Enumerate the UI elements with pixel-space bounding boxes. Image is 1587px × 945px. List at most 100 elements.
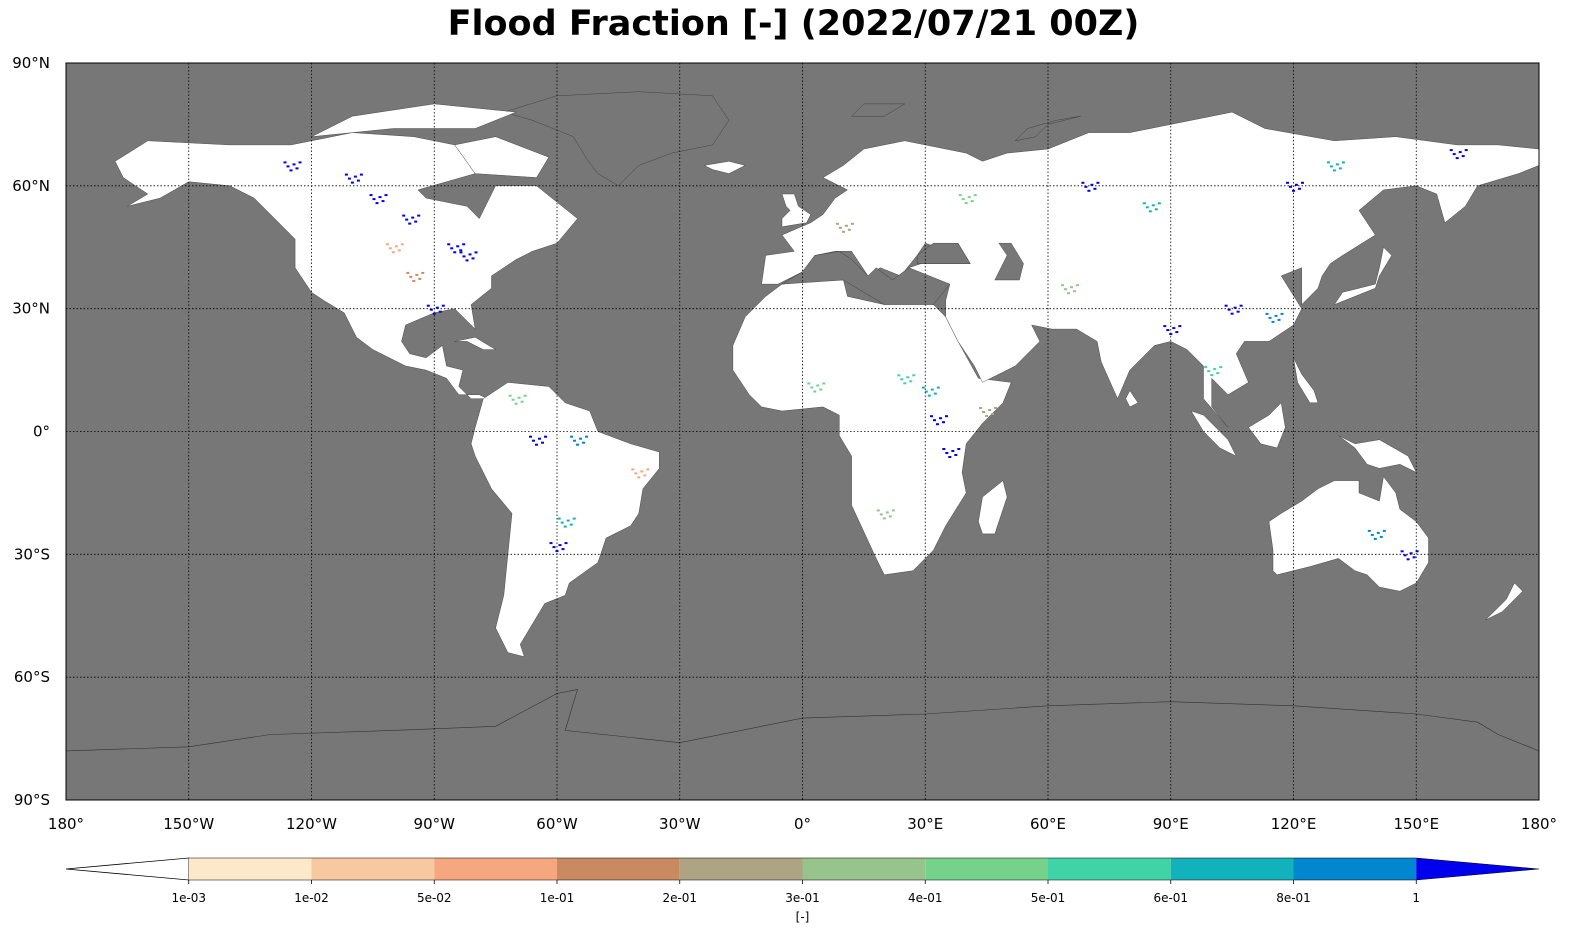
flood-cell <box>1070 286 1073 289</box>
gridlines <box>66 63 1539 800</box>
flood-cell <box>909 380 913 383</box>
flood-cell <box>1178 325 1182 328</box>
flood-cell <box>1148 210 1152 213</box>
flood-cell <box>1376 531 1380 534</box>
flood-cell <box>1213 368 1217 371</box>
flood-cell <box>409 275 413 278</box>
landmass-philippines <box>1293 357 1319 403</box>
flood-cell <box>1219 366 1223 369</box>
flood-cell <box>1409 552 1413 555</box>
flood-cell <box>429 308 433 311</box>
flood-cell <box>646 468 650 471</box>
flood-cell <box>897 374 901 377</box>
flood-cell <box>405 218 409 221</box>
flood-cell <box>1274 314 1278 317</box>
flood-cell <box>508 394 512 397</box>
flood-cell <box>948 456 952 458</box>
colorbar-under-triangle <box>65 857 190 881</box>
landmass-cuba <box>454 337 497 350</box>
flood-cell <box>385 243 389 246</box>
flood-cell <box>1175 331 1179 334</box>
longitude-label: 150°W <box>163 815 214 833</box>
flood-cell <box>418 277 422 280</box>
flood-cell <box>426 304 430 307</box>
flood-cell <box>560 521 564 524</box>
flood-cell <box>1289 185 1292 188</box>
flood-cell <box>1329 165 1333 168</box>
colorbar-over-triangle <box>1416 858 1539 880</box>
flood-cell <box>1207 370 1211 373</box>
flood-cell <box>1142 202 1146 205</box>
flood-cell <box>816 384 820 387</box>
flood-cell <box>933 392 937 395</box>
latitude-label: 30°N <box>12 300 50 318</box>
flood-cell <box>1301 181 1304 184</box>
longitude-label: 120°E <box>1271 815 1317 833</box>
latitude-label: 90°N <box>12 54 50 72</box>
landmass-sri-lanka <box>1125 390 1139 408</box>
flood-cell <box>973 194 977 197</box>
flood-cell <box>350 181 354 184</box>
antarctica-coastline <box>65 689 1540 752</box>
flood-cell <box>954 454 958 456</box>
flood-cell <box>936 423 939 426</box>
longitude-label: 90°W <box>414 815 456 833</box>
mediterranean <box>781 251 951 305</box>
longitude-label: 180° <box>48 815 84 833</box>
flood-cell <box>1367 529 1371 532</box>
flood-cell <box>400 243 404 246</box>
longitude-label: 90°E <box>1153 815 1189 833</box>
flood-cell <box>964 202 968 205</box>
flood-cell <box>1090 183 1094 186</box>
flood-cell <box>1145 206 1149 209</box>
latitude-label: 90°S <box>14 791 50 809</box>
flood-cell <box>406 271 410 274</box>
flood-cell <box>1151 204 1155 207</box>
flood-cell <box>936 386 940 389</box>
flood-cell <box>1073 290 1076 293</box>
flood-cell <box>885 511 889 514</box>
flood-cell <box>1412 556 1416 559</box>
flood-cell <box>564 542 568 545</box>
flood-cell <box>563 525 567 528</box>
flood-cell <box>579 437 582 440</box>
flood-cell <box>459 251 463 254</box>
colorbar-bin <box>1170 858 1294 880</box>
colorbar-bin <box>1048 858 1171 880</box>
flood-cell <box>1081 181 1085 184</box>
flood-cell <box>945 415 948 418</box>
flood-cell <box>453 251 457 254</box>
flood-cell <box>347 177 351 180</box>
colorbar-bin <box>802 858 926 880</box>
flood-cell <box>994 407 998 409</box>
flood-cell <box>1341 161 1345 164</box>
flood-cell <box>1455 157 1459 160</box>
colorbar-bin <box>679 858 803 880</box>
longitude-labels: 180° 150°W 120°W 90°W 60°W 30°W 0° 30°E 60°E 90°E… <box>48 815 1557 833</box>
colorbar-bin <box>557 858 680 880</box>
flood-cell <box>1332 169 1336 172</box>
colorbar-tick-label: 1 <box>1412 891 1420 905</box>
flood-cell <box>356 179 360 182</box>
flood-cell <box>1239 304 1243 307</box>
flood-cell <box>375 202 379 205</box>
flood-cell <box>378 196 382 199</box>
flood-cell <box>369 194 373 197</box>
flood-cell <box>1061 284 1064 287</box>
flood-cell <box>1406 558 1410 561</box>
flood-cell <box>474 251 478 254</box>
flood-cell <box>411 216 415 219</box>
longitude-label: 150°E <box>1393 815 1439 833</box>
colorbar-tick-label: 6e-01 <box>1153 891 1188 905</box>
flood-cell <box>465 259 469 262</box>
flood-cell <box>906 376 910 379</box>
flood-cell <box>1373 537 1377 540</box>
flood-cell <box>541 441 544 444</box>
flood-cell <box>882 517 886 520</box>
flood-cell <box>1280 312 1284 315</box>
longitude-label: 180° <box>1521 815 1557 833</box>
flood-cell <box>517 396 521 399</box>
flood-cell <box>372 198 376 201</box>
flood-cell <box>979 407 983 409</box>
